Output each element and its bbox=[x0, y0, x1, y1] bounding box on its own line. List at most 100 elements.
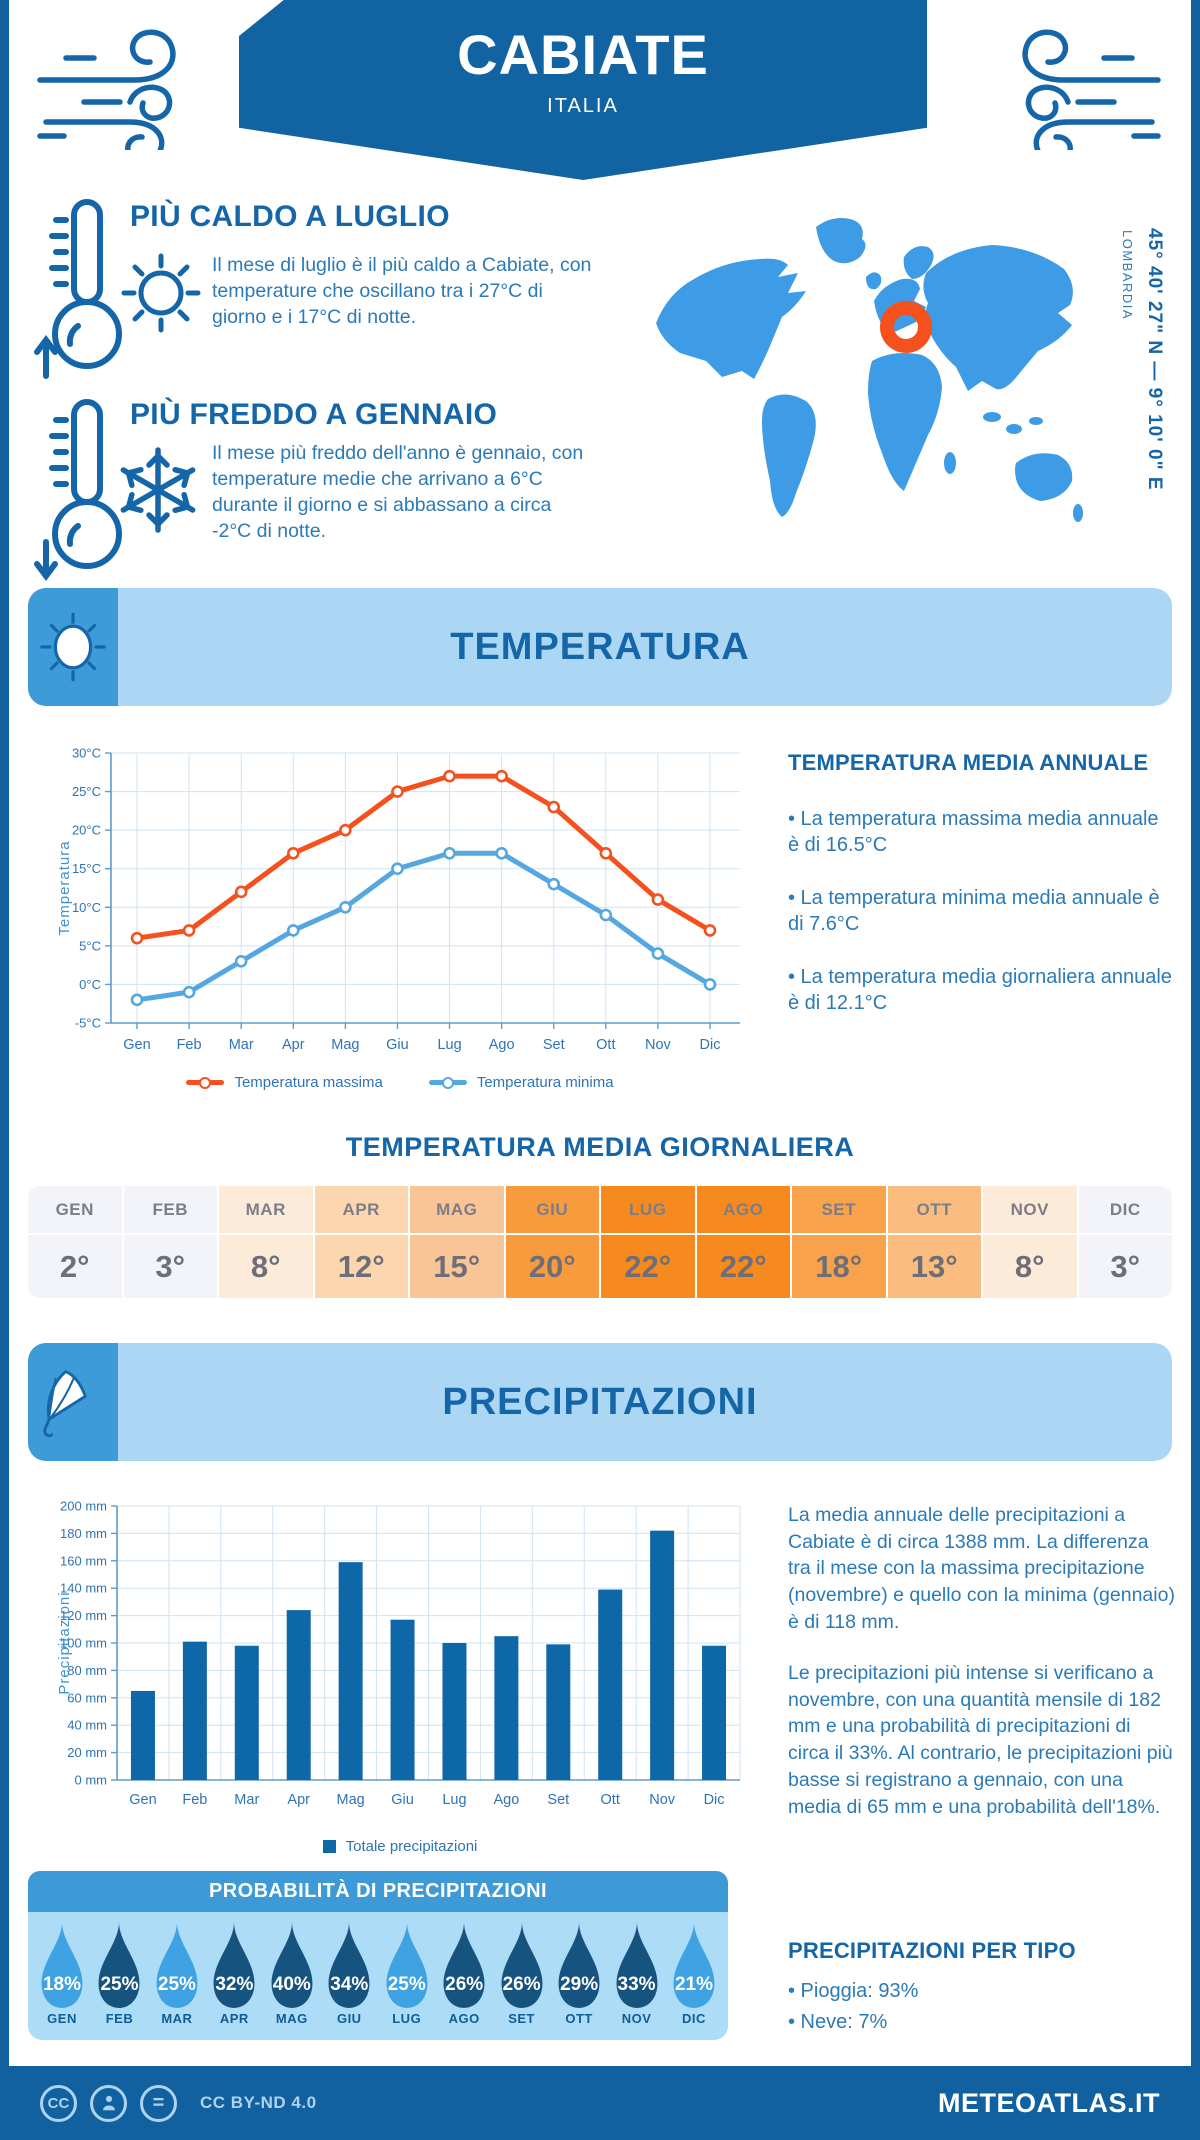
x-tick-label: Gen bbox=[129, 1792, 156, 1808]
probability-month: DIC bbox=[682, 2011, 706, 2026]
wind-icon bbox=[992, 18, 1172, 165]
data-point bbox=[651, 893, 665, 906]
month-mean-temperature: 15° bbox=[433, 1248, 481, 1284]
data-point bbox=[339, 823, 352, 837]
data-point bbox=[443, 769, 456, 783]
month-mean-temperature: 2° bbox=[59, 1248, 90, 1284]
probability-drop-nov: 33% NOV bbox=[611, 1920, 663, 2026]
y-tick-label: 25°C bbox=[72, 784, 101, 799]
x-tick-label: Mar bbox=[229, 1037, 254, 1053]
month-column-lug: LUG 22° bbox=[601, 1186, 695, 1298]
data-point bbox=[286, 846, 300, 860]
page-title: CABIATE bbox=[457, 23, 709, 86]
legend-label-min: Temperatura minima bbox=[476, 1074, 614, 1091]
bar bbox=[702, 1645, 727, 1780]
temperature-line-chart-svg: -5°C 0°C 5°C 10°C 15°C 20°C 25°C 30°C Gen Feb Mar A… bbox=[56, 746, 740, 1053]
raindrop-icon bbox=[386, 1922, 428, 2008]
united-kingdom bbox=[866, 272, 882, 290]
probability-value: 34% bbox=[330, 1974, 369, 1995]
precipitation-type-title: PRECIPITAZIONI PER TIPO bbox=[788, 1938, 1076, 1963]
x-tick-label: Feb bbox=[177, 1037, 202, 1053]
y-tick-label: 160 mm bbox=[60, 1553, 107, 1568]
month-mean-temperature: 3° bbox=[155, 1248, 186, 1284]
probability-month: AGO bbox=[448, 2011, 480, 2026]
page-subtitle: ITALIA bbox=[547, 95, 619, 117]
y-tick-label: 80 mm bbox=[67, 1663, 107, 1678]
month-column-gen: GEN 2° bbox=[28, 1186, 122, 1298]
sun-badge-icon bbox=[28, 588, 118, 706]
precipitation-section-title: PRECIPITAZIONI bbox=[442, 1380, 758, 1423]
legend-item-min: Temperatura minima bbox=[428, 1074, 614, 1091]
month-header: LUG bbox=[601, 1186, 695, 1235]
month-header: OTT bbox=[887, 1186, 981, 1235]
x-tick-label: Lug bbox=[437, 1037, 461, 1053]
south-america bbox=[762, 394, 816, 517]
x-tick-label: Mag bbox=[337, 1792, 365, 1808]
month-column-nov: NOV 8° bbox=[983, 1186, 1077, 1298]
sun-icon bbox=[116, 248, 206, 338]
probability-value: 18% bbox=[42, 1974, 82, 1995]
y-tick-label: 200 mm bbox=[60, 1499, 107, 1514]
probability-month: MAR bbox=[161, 2011, 193, 2026]
y-axis-title: Temperatura bbox=[56, 840, 73, 935]
x-tick-label: Dic bbox=[704, 1792, 725, 1808]
bullet: • Neve: 7% bbox=[788, 2011, 888, 2033]
data-point bbox=[599, 846, 613, 860]
raindrop-icon bbox=[558, 1922, 600, 2008]
probability-value: 33% bbox=[617, 1974, 656, 1995]
island bbox=[1006, 424, 1022, 434]
data-point bbox=[443, 846, 456, 860]
month-header: FEB bbox=[123, 1186, 217, 1235]
daily-temperature-table: GEN 2° FEB 3° MAR 8° APR 12° MAG 15° GIU 20° LUG 22° A… bbox=[28, 1186, 1172, 1298]
probability-value: 26% bbox=[445, 1974, 484, 1995]
month-header: MAG bbox=[410, 1186, 504, 1235]
month-mean-temperature: 22° bbox=[624, 1248, 672, 1284]
cold-month-text: Il mese più freddo dell'anno è gennaio, … bbox=[212, 442, 584, 543]
australia bbox=[1015, 453, 1073, 501]
page-right-border bbox=[1191, 0, 1200, 2140]
month-mean-temperature: 8° bbox=[1014, 1248, 1045, 1284]
y-tick-label: 20°C bbox=[72, 823, 101, 838]
month-column-ago: AGO 22° bbox=[696, 1186, 790, 1298]
legend-label-total: Totale precipitazioni bbox=[345, 1838, 478, 1855]
month-mean-temperature: 18° bbox=[815, 1248, 863, 1284]
temperature-chart: -5°C 0°C 5°C 10°C 15°C 20°C 25°C 30°C Gen Feb Mar A… bbox=[55, 738, 745, 1068]
x-tick-label: Feb bbox=[182, 1792, 207, 1808]
raindrop-icon bbox=[328, 1922, 370, 2008]
month-mean-temperature: 8° bbox=[250, 1248, 281, 1284]
month-header: AGO bbox=[696, 1186, 790, 1235]
probability-month: OTT bbox=[565, 2011, 593, 2026]
raindrop-shape bbox=[41, 1922, 83, 2008]
data-point bbox=[130, 993, 144, 1007]
x-tick-label: Apr bbox=[287, 1792, 310, 1808]
region-label: LOMBARDIA bbox=[1120, 230, 1135, 321]
probability-drop-dic: 21% DIC bbox=[668, 1920, 720, 2026]
asia bbox=[923, 245, 1073, 391]
cc-icon: CC bbox=[40, 2084, 77, 2122]
snowflake-icon bbox=[108, 440, 208, 540]
probability-value: 40% bbox=[272, 1974, 311, 1995]
x-tick-label: Mag bbox=[331, 1037, 359, 1053]
max-line-swatch bbox=[186, 1080, 225, 1085]
raindrop-shape bbox=[156, 1922, 198, 2008]
x-tick-label: Nov bbox=[649, 1792, 676, 1808]
probability-value: 21% bbox=[674, 1974, 713, 1995]
hot-month-title: PIÙ CALDO A LUGLIO bbox=[130, 200, 450, 233]
data-point bbox=[182, 985, 196, 999]
probability-drop-feb: 25% FEB bbox=[93, 1920, 145, 2026]
data-point bbox=[234, 954, 248, 968]
probability-month: MAG bbox=[275, 2011, 308, 2026]
bullet: • La temperatura minima media annuale è … bbox=[788, 887, 1160, 935]
bar bbox=[338, 1562, 363, 1780]
bullet: • La temperatura massima media annuale è… bbox=[788, 808, 1159, 856]
island bbox=[983, 412, 1001, 422]
probability-value: 25% bbox=[157, 1974, 196, 1995]
probability-drop-apr: 32% APR bbox=[208, 1920, 260, 2026]
month-column-mag: MAG 15° bbox=[410, 1186, 504, 1298]
x-tick-label: Giu bbox=[391, 1792, 414, 1808]
cold-month-title: PIÙ FREDDO A GENNAIO bbox=[130, 398, 498, 431]
line-series-max bbox=[134, 773, 713, 941]
y-tick-label: 40 mm bbox=[67, 1718, 107, 1733]
raindrop-shape bbox=[558, 1922, 600, 2008]
